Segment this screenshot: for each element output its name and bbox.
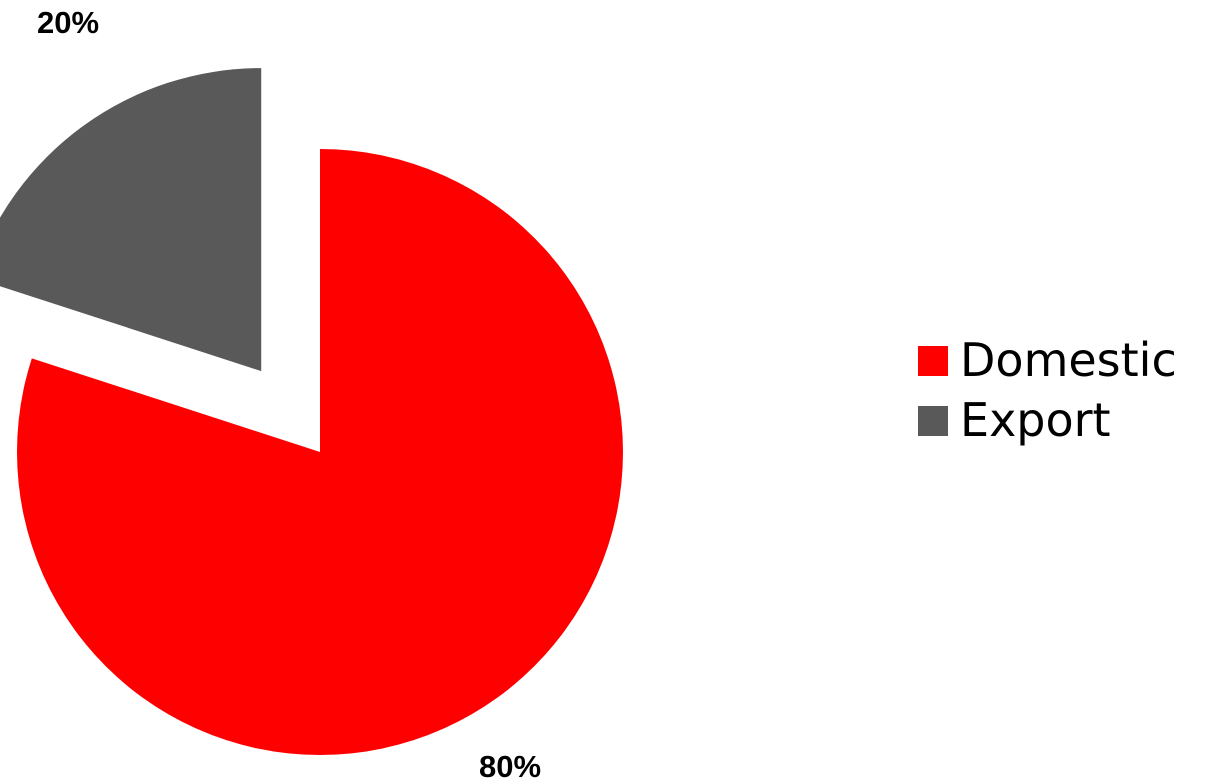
data-label-export: 20%	[37, 5, 99, 40]
legend-swatch-export	[918, 406, 948, 436]
legend: Domestic Export	[918, 330, 1177, 450]
legend-swatch-domestic	[918, 346, 948, 376]
pie-slice-export	[0, 68, 261, 371]
pie-slices	[0, 68, 623, 755]
legend-item-domestic: Domestic	[918, 330, 1177, 390]
data-label-domestic: 80%	[479, 749, 541, 781]
legend-label-export: Export	[960, 390, 1111, 450]
legend-label-domestic: Domestic	[960, 330, 1177, 390]
legend-item-export: Export	[918, 390, 1177, 450]
